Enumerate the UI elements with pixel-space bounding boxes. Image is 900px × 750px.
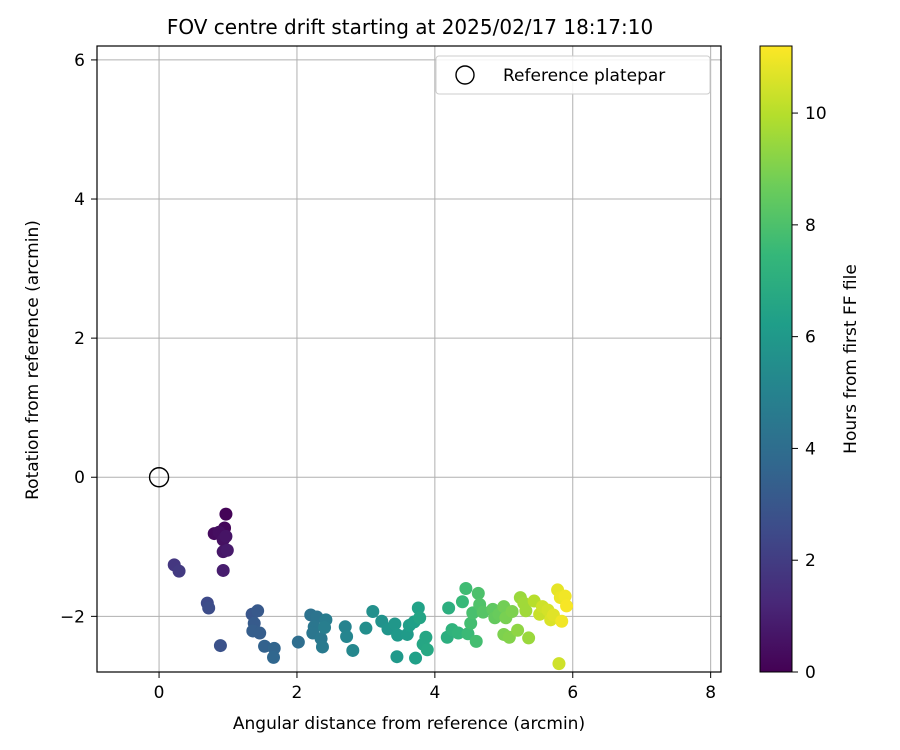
data-point [340,630,354,644]
data-point [451,626,465,640]
y-axis-title: Rotation from reference (arcmin) [23,220,43,500]
y-tick-label: 2 [74,329,85,349]
data-point [558,589,572,603]
data-point [219,529,233,543]
reference-marker [148,467,170,488]
colorbar-tick-label: 4 [805,439,816,459]
legend-label: Reference platepar [503,66,665,86]
data-point [213,639,227,653]
data-point [464,616,478,630]
data-points [167,507,574,671]
data-point [419,630,433,644]
colorbar-tick-label: 10 [805,104,827,124]
colorbar-tick-label: 6 [805,328,816,348]
x-tick-label: 4 [429,683,440,703]
data-point [411,601,425,615]
data-point [511,623,525,637]
data-point [409,651,423,665]
data-point [251,604,265,618]
grid [97,46,721,672]
data-point [471,586,485,600]
data-point [552,657,566,671]
legend-box [435,55,711,95]
y-tick-label: −2 [60,607,85,627]
data-point [172,564,186,578]
colorbar-tick-label: 2 [805,551,816,571]
data-point [442,601,456,615]
reference-platepar-marker [148,467,170,488]
x-tick-label: 0 [154,683,165,703]
colorbar-ticks: 0 2 4 6 8 10 [792,104,827,683]
data-point [420,643,434,657]
data-point [219,507,233,521]
data-point [359,621,373,635]
data-point [505,604,519,618]
data-point [346,643,360,657]
data-point [202,601,216,615]
data-point [338,620,352,634]
colorbar: 0 2 4 6 8 10 Hours from first FF file [759,45,861,683]
data-point [522,631,536,645]
y-tick-label: 0 [74,468,85,488]
chart-title: FOV centre drift starting at 2025/02/17 … [167,15,653,39]
legend-reference-marker [455,65,475,85]
data-point [366,604,380,618]
x-axis-ticks: 0 2 4 6 8 [154,672,716,703]
data-point [519,604,533,618]
data-point [318,620,332,634]
data-point [459,582,473,596]
x-tick-label: 2 [292,683,303,703]
data-point [455,595,469,609]
colorbar-label: Hours from first FF file [841,264,861,454]
legend: Reference platepar [435,55,711,95]
data-point [315,640,329,654]
x-axis-title: Angular distance from reference (arcmin) [233,714,585,734]
data-point [390,650,404,664]
data-point [267,650,281,664]
data-point [413,611,427,625]
data-point [216,563,230,577]
y-tick-label: 6 [74,51,85,71]
data-point [560,599,574,613]
data-point [258,639,272,653]
x-tick-label: 8 [705,683,716,703]
data-point [461,627,475,641]
plot-frame [96,45,722,673]
data-point [391,628,405,642]
data-point [220,543,234,557]
data-point [388,617,402,631]
data-point [555,614,569,628]
colorbar-tick-label: 8 [805,216,816,236]
data-point [253,626,267,640]
colorbar-tick-label: 0 [805,663,816,683]
data-point [469,634,483,648]
y-axis-ticks: −2 0 2 4 6 [60,51,97,627]
colorbar-gradient [759,45,793,673]
data-point [291,635,305,649]
y-tick-label: 4 [74,190,85,210]
x-tick-label: 6 [567,683,578,703]
